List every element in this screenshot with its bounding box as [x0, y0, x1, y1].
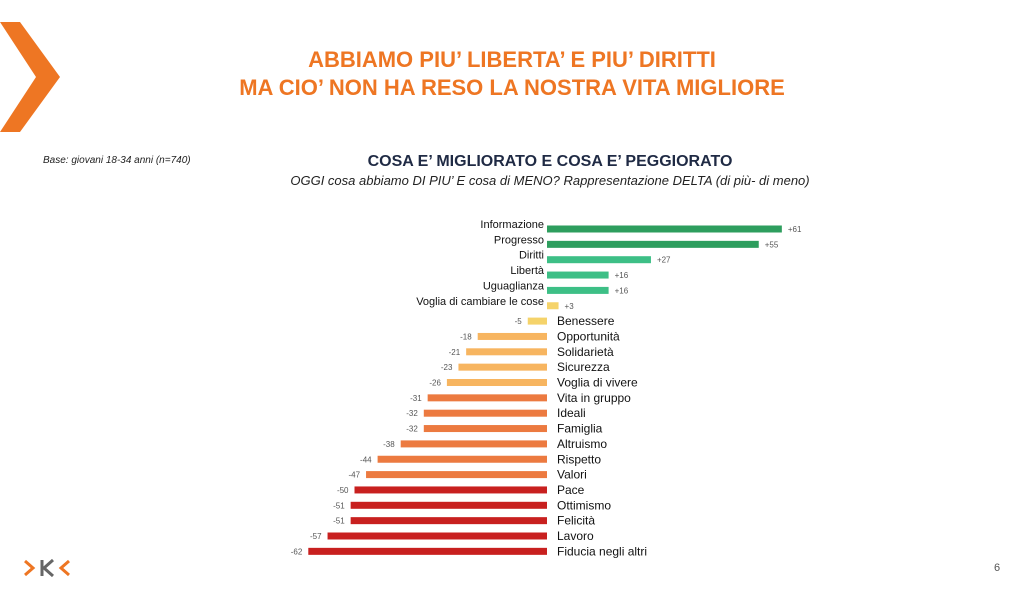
category-label-19: Felicità: [557, 514, 595, 528]
category-label-13: Famiglia: [557, 422, 603, 436]
category-label-6: Benessere: [557, 314, 615, 328]
value-label-12: -32: [406, 409, 418, 418]
category-label-10: Voglia di vivere: [557, 376, 638, 390]
bar-17: [354, 486, 547, 494]
bar-20: [327, 532, 547, 540]
category-label-8: Solidarietà: [557, 345, 614, 359]
category-label-18: Ottimismo: [557, 498, 611, 512]
bar-10: [446, 379, 547, 386]
category-label-15: Rispetto: [557, 452, 601, 466]
bar-13: [423, 425, 547, 433]
chart-heading: COSA E’ MIGLIORATO E COSA E’ PEGGIORATO …: [240, 152, 860, 190]
category-label-1: Progresso: [494, 234, 544, 246]
bar-7: [477, 332, 547, 340]
category-label-7: Opportunità: [557, 329, 620, 343]
value-label-11: -31: [410, 394, 422, 403]
category-label-5: Voglia di cambiare le cose: [416, 296, 544, 308]
category-label-4: Uguaglianza: [483, 280, 545, 292]
category-label-17: Pace: [557, 483, 585, 497]
bar-11: [427, 394, 547, 402]
brand-chevron-icon: [0, 22, 60, 132]
category-label-3: Libertà: [510, 265, 545, 277]
category-label-2: Diritti: [519, 250, 544, 262]
category-label-12: Ideali: [557, 406, 586, 420]
page-title-line2: MA CIO’ NON HA RESO LA NOSTRA VITA MIGLI…: [239, 75, 785, 100]
value-label-3: +16: [615, 271, 629, 280]
bar-8: [466, 348, 547, 356]
company-logo-icon: [24, 558, 70, 578]
value-label-0: +61: [788, 225, 802, 234]
value-label-15: -44: [360, 455, 372, 464]
value-label-9: -23: [441, 363, 453, 372]
bar-18: [350, 501, 547, 509]
page-number: 6: [994, 562, 1001, 574]
value-label-20: -57: [310, 532, 322, 541]
bar-6: [527, 317, 547, 325]
bar-14: [400, 440, 547, 448]
bar-9: [458, 363, 547, 371]
bar-3: [547, 271, 609, 279]
bar-2: [547, 256, 651, 264]
bar-1: [547, 240, 759, 248]
value-label-8: -21: [449, 348, 461, 357]
value-label-16: -47: [348, 471, 360, 480]
value-label-6: -5: [515, 317, 523, 326]
bar-21: [308, 547, 547, 555]
value-label-1: +55: [765, 240, 779, 249]
value-label-18: -51: [333, 501, 345, 510]
category-label-9: Sicurezza: [557, 360, 610, 374]
value-label-17: -50: [337, 486, 349, 495]
bar-15: [377, 455, 547, 463]
category-label-0: Informazione: [480, 219, 544, 231]
category-label-11: Vita in gruppo: [557, 391, 631, 405]
value-label-2: +27: [657, 256, 671, 265]
page-title-line1: ABBIAMO PIU’ LIBERTA’ E PIU’ DIRITTI: [308, 47, 716, 72]
page-title: ABBIAMO PIU’ LIBERTA’ E PIU’ DIRITTI MA …: [0, 46, 1024, 102]
value-label-21: -62: [291, 547, 303, 556]
category-label-21: Fiducia negli altri: [557, 544, 647, 558]
value-label-13: -32: [406, 425, 418, 434]
bar-4: [547, 286, 609, 294]
category-label-14: Altruismo: [557, 437, 607, 451]
bar-16: [366, 471, 547, 479]
chart-subtitle: OGGI cosa abbiamo DI PIU’ E cosa di MENO…: [290, 173, 810, 188]
value-label-4: +16: [615, 286, 629, 295]
value-label-10: -26: [429, 379, 441, 388]
base-note: Base: giovani 18-34 anni (n=740): [43, 155, 191, 166]
category-label-20: Lavoro: [557, 529, 594, 543]
value-label-14: -38: [383, 440, 395, 449]
value-label-19: -51: [333, 517, 345, 526]
bar-5: [547, 302, 559, 310]
chart-title: COSA E’ MIGLIORATO E COSA E’ PEGGIORATO: [367, 153, 733, 170]
bar-19: [350, 517, 547, 525]
bar-12: [423, 409, 547, 417]
bar-0: [547, 225, 782, 233]
value-label-7: -18: [460, 332, 472, 341]
category-label-16: Valori: [557, 468, 587, 482]
value-label-5: +3: [565, 302, 575, 311]
